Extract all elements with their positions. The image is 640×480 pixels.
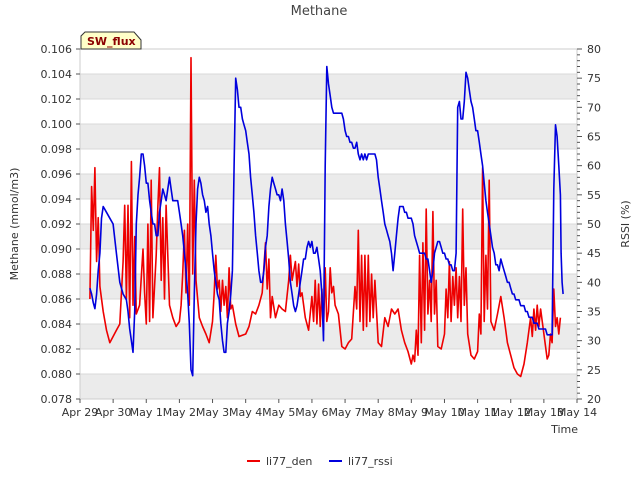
- background-band: [80, 374, 577, 399]
- y-right-tick-label: 50: [587, 218, 601, 231]
- x-tick-label: May 7: [328, 406, 361, 419]
- background-band: [80, 174, 577, 199]
- y-right-tick-label: 45: [587, 247, 601, 260]
- y-right-tick-label: 35: [587, 306, 601, 319]
- x-axis-label: Time: [550, 423, 578, 436]
- y-left-tick-label: 0.082: [41, 343, 73, 356]
- y-left-tick-label: 0.088: [41, 268, 73, 281]
- y-left-tick-label: 0.102: [41, 93, 73, 106]
- x-tick-label: May 12: [491, 406, 531, 419]
- x-tick-label: May 13: [524, 406, 564, 419]
- x-tick-label: May 8: [362, 406, 395, 419]
- series-line-li77-den: [89, 56, 562, 378]
- y-left-tick-label: 0.104: [41, 68, 73, 81]
- y-right-tick-label: 75: [587, 72, 601, 85]
- y-axis-right-label: RSSI (%): [619, 200, 632, 247]
- y-left-tick-label: 0.080: [41, 368, 73, 381]
- y-right-tick-label: 20: [587, 393, 601, 406]
- y-left-tick-label: 0.096: [41, 168, 73, 181]
- y-left-tick-label: 0.094: [41, 193, 73, 206]
- sw-flux-badge-shape: [80, 31, 142, 50]
- y-right-tick-label: 80: [587, 43, 601, 56]
- x-tick-label: May 11: [457, 406, 497, 419]
- y-left-tick-label: 0.098: [41, 143, 73, 156]
- background-band: [80, 324, 577, 349]
- x-tick-label: May 14: [557, 406, 597, 419]
- y-left-tick-label: 0.090: [41, 243, 73, 256]
- x-tick-label: May 6: [295, 406, 328, 419]
- y-right-tick-label: 60: [587, 160, 601, 173]
- legend-label-li77-rssi: li77_rssi: [348, 455, 393, 468]
- series-line-li77-rssi: [89, 65, 564, 377]
- y-left-tick-label: 0.086: [41, 293, 73, 306]
- x-tick-label: May 5: [262, 406, 295, 419]
- y-right-tick-label: 65: [587, 131, 601, 144]
- y-right-tick-label: 40: [587, 276, 601, 289]
- x-tick-label: May 1: [130, 406, 163, 419]
- x-tick-label: May 4: [229, 406, 262, 419]
- y-axis-left-label: Methane (mmol/m3): [8, 168, 21, 281]
- left-y-axis: 0.078 0.080 0.082 0.084 0.086 0.088 0.090 0.092…: [41, 43, 80, 406]
- x-tick-label: Apr 29: [62, 406, 99, 419]
- x-tick-label: Apr 30: [95, 406, 132, 419]
- right-y-axis: 20 25 30 35 40 45 50 55 60 65 70 75 80: [577, 43, 601, 406]
- y-left-tick-label: 0.084: [41, 318, 73, 331]
- y-right-tick-label: 30: [587, 335, 601, 348]
- x-tick-label: May 3: [196, 406, 229, 419]
- y-right-tick-label: 25: [587, 364, 601, 377]
- legend-label-li77-den: li77_den: [266, 455, 312, 468]
- series-layer: [89, 56, 564, 378]
- chart-title: Methane: [291, 4, 348, 19]
- y-left-tick-label: 0.106: [41, 43, 73, 56]
- legend: li77_den li77_rssi: [247, 455, 393, 468]
- y-right-tick-label: 70: [587, 101, 601, 114]
- sw-flux-badge: SW_flux: [80, 31, 142, 50]
- y-left-tick-label: 0.100: [41, 118, 73, 131]
- y-left-tick-label: 0.092: [41, 218, 73, 231]
- y-right-tick-label: 55: [587, 189, 601, 202]
- background-band: [80, 124, 577, 149]
- y-left-tick-label: 0.078: [41, 393, 73, 406]
- x-tick-label: May 10: [424, 406, 464, 419]
- x-tick-label: May 2: [163, 406, 196, 419]
- x-tick-label: May 9: [395, 406, 428, 419]
- background-bands: [80, 74, 577, 399]
- sw-flux-badge-text: SW_flux: [87, 35, 136, 48]
